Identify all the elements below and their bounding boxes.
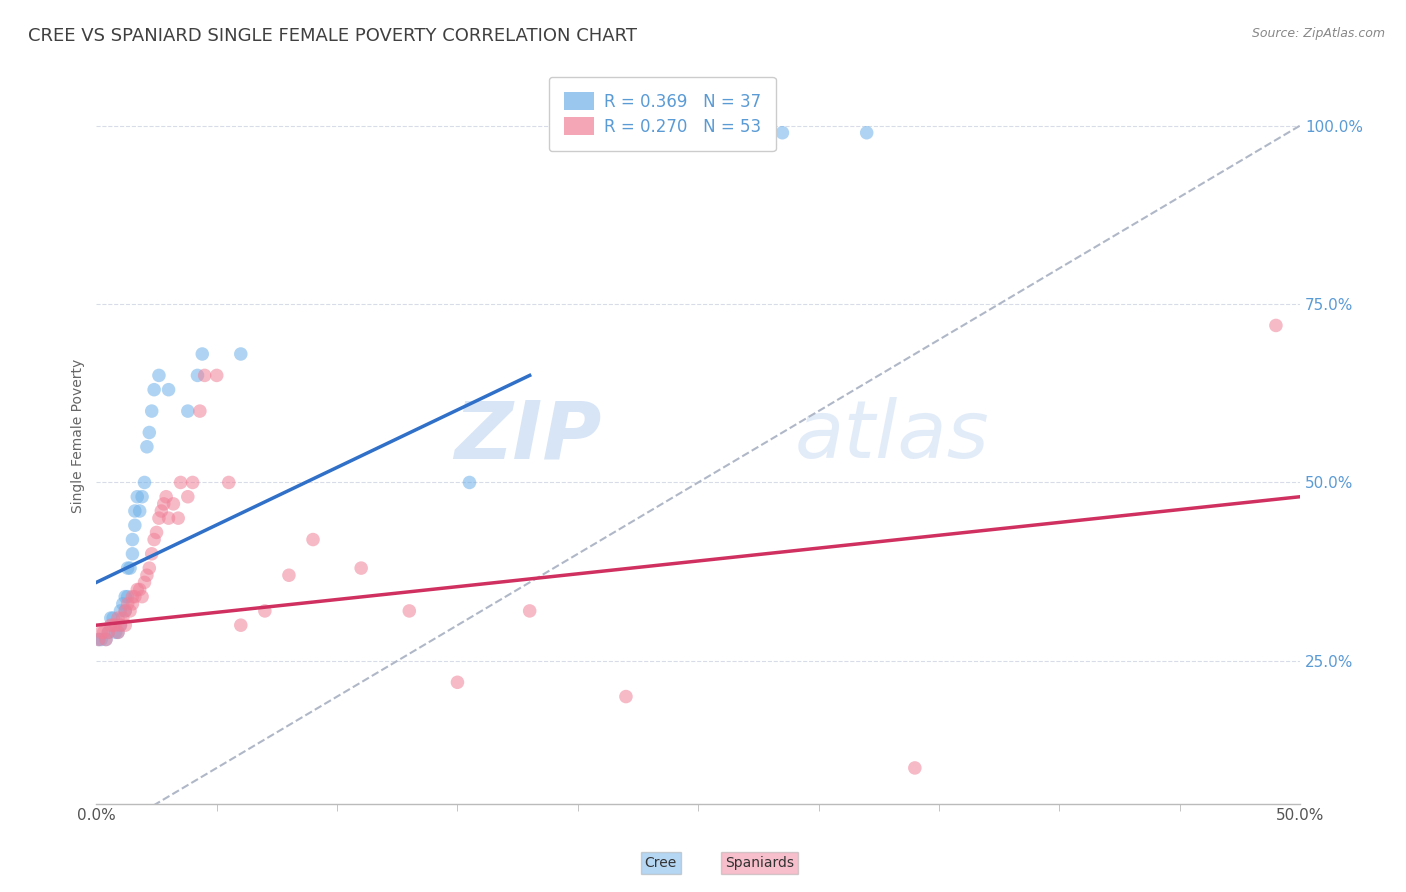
Point [114,604,136,618]
Text: Spaniards: Spaniards [724,855,794,870]
Point [107,625,129,640]
Point [111,611,134,625]
Point [148,368,170,383]
Point [127,582,149,597]
Point [1265,318,1288,333]
Point [107,611,129,625]
Point [124,518,146,533]
Point [110,618,132,632]
Point [350,561,373,575]
Point [145,525,167,540]
Point [118,604,141,618]
Point [90,625,112,640]
Point [302,533,325,547]
Point [205,368,228,383]
Point [135,568,157,582]
Point [191,347,214,361]
Point [118,561,141,575]
Point [218,475,240,490]
Point [97,625,120,640]
Point [110,604,132,618]
Point [124,590,146,604]
Point [134,475,156,490]
Point [904,761,927,775]
Point [253,604,276,618]
Point [121,547,143,561]
Point [135,440,157,454]
Point [398,604,420,618]
Point [121,597,143,611]
Point [87,632,110,647]
Point [131,590,153,604]
Point [519,604,541,618]
Point [121,590,143,604]
Point [229,347,252,361]
Point [117,590,139,604]
Point [177,490,200,504]
Point [97,625,120,640]
Point [104,625,127,640]
Point [103,618,125,632]
Point [117,561,139,575]
Point [143,383,166,397]
Point [155,490,177,504]
Point [138,561,160,575]
Point [100,618,122,632]
Point [104,618,127,632]
Point [107,625,129,640]
Point [278,568,301,582]
Point [186,368,208,383]
Point [141,404,163,418]
Point [194,368,217,383]
Point [90,632,112,647]
Point [124,504,146,518]
Point [150,504,173,518]
Text: Source: ZipAtlas.com: Source: ZipAtlas.com [1251,27,1385,40]
Point [772,126,794,140]
Point [614,690,637,704]
Point [162,497,184,511]
Point [167,511,190,525]
Point [93,625,115,640]
Point [94,632,117,647]
Text: Cree: Cree [645,855,676,870]
Point [188,404,211,418]
Point [138,425,160,440]
Point [128,582,150,597]
Point [100,611,122,625]
Text: ZIP: ZIP [454,397,602,475]
Point [110,618,132,632]
Point [229,618,252,632]
Point [134,575,156,590]
Point [127,490,149,504]
Point [177,404,200,418]
Point [114,590,136,604]
Point [114,604,136,618]
Point [157,511,180,525]
Point [128,504,150,518]
Point [117,597,139,611]
Point [181,475,204,490]
Point [855,126,877,140]
Point [143,533,166,547]
Point [446,675,468,690]
Point [458,475,481,490]
Point [114,618,136,632]
Legend: R = 0.369   N = 37, R = 0.270   N = 53: R = 0.369 N = 37, R = 0.270 N = 53 [548,77,776,151]
Point [103,611,125,625]
Point [141,547,163,561]
Point [94,632,117,647]
Point [87,632,110,647]
Point [131,490,153,504]
Y-axis label: Single Female Poverty: Single Female Poverty [72,359,86,513]
Point [152,497,174,511]
Point [157,383,180,397]
Point [148,511,170,525]
Point [111,597,134,611]
Point [121,533,143,547]
Point [169,475,191,490]
Text: atlas: atlas [794,397,990,475]
Text: CREE VS SPANIARD SINGLE FEMALE POVERTY CORRELATION CHART: CREE VS SPANIARD SINGLE FEMALE POVERTY C… [28,27,637,45]
